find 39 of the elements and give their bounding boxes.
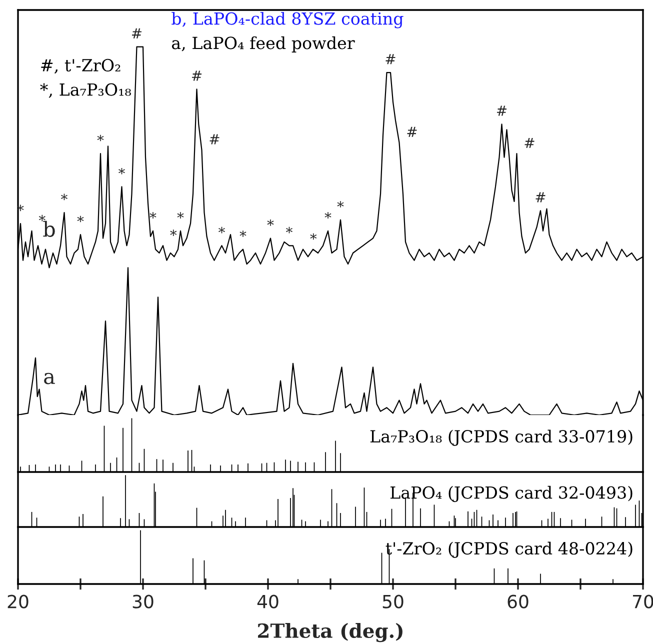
- annotation: *: [324, 212, 332, 218]
- annotation: #: [497, 106, 507, 116]
- text: b, LaPO₄-clad 8YSZ coating: [172, 12, 404, 28]
- annotation: *: [267, 220, 274, 226]
- annotation: *: [150, 212, 156, 218]
- x-tick-label: 20: [8, 594, 28, 608]
- annotation: *: [38, 214, 46, 222]
- annotation: *: [177, 212, 184, 218]
- annotation: *: [240, 230, 246, 237]
- annotation: *: [286, 226, 292, 234]
- annotation: t'-ZrO₂ (JCPDS card 48-0224): [386, 542, 632, 558]
- annotation: #: [386, 54, 396, 64]
- annotation: #: [407, 126, 417, 137]
- x-tick-label: 50: [382, 594, 404, 608]
- annotation: #: [536, 192, 546, 202]
- annotation: La₇P₃O₁₈ (JCPDS card 33-0719): [370, 430, 632, 446]
- x-tick-label: 60: [508, 594, 528, 608]
- annotation: *: [97, 134, 104, 142]
- annotation: *: [170, 230, 177, 236]
- x-tick-label: 30: [132, 594, 154, 608]
- x-tick-label: 70: [632, 594, 653, 608]
- annotation: *: [218, 226, 225, 234]
- annotation: *: [118, 168, 125, 174]
- annotation: *: [61, 194, 68, 200]
- annotation: #: [524, 138, 534, 148]
- x-tick-label: 40: [257, 594, 278, 608]
- x-axis-title: 2Theta (deg.): [258, 623, 402, 642]
- annotation: *: [337, 201, 344, 208]
- series-label: a: [44, 372, 55, 384]
- annotation: *: [310, 233, 317, 240]
- annotation: #, t'-ZrO₂: [41, 58, 120, 74]
- annotation: #: [210, 134, 220, 144]
- annotation: #: [132, 28, 142, 38]
- annotation: #: [192, 70, 202, 81]
- annotation: *, La₇P₃O₁₈: [40, 83, 131, 98]
- annotation: *: [77, 216, 84, 222]
- annotation: LaPO₄ (JCPDS card 32-0493): [390, 486, 632, 502]
- series-label: b: [43, 220, 55, 237]
- annotation: a, LaPO₄ feed powder: [172, 36, 355, 52]
